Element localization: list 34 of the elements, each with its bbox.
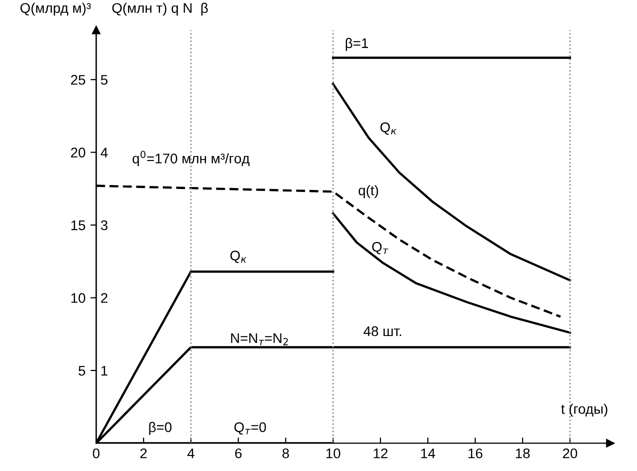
x-tick-label: 12	[374, 448, 388, 458]
y2-tick-label: 5	[100, 75, 108, 85]
x-tick-label: 0	[92, 448, 100, 458]
y2-tick-label: 4	[100, 148, 108, 158]
y-axis-title: Q(млрд м)³	[20, 2, 91, 16]
y-tick-label: 25	[71, 74, 86, 85]
y-tick-label: 10	[71, 293, 86, 303]
x-tick-label: 20	[562, 448, 578, 458]
annotation: Q$_{к}$	[230, 250, 246, 263]
x-tick-label: 8	[282, 448, 289, 458]
annotation: β=1	[346, 38, 368, 51]
x-tick-label: 16	[468, 448, 482, 458]
y-tick-label: 5	[78, 366, 86, 376]
x-tick-label: 6	[235, 448, 242, 458]
annotation: 48 шт.	[364, 326, 402, 336]
y-tick-label: 20	[71, 148, 86, 158]
y-tick-label: 15	[71, 220, 86, 230]
y2-tick-label: 3	[100, 220, 108, 230]
x-axis-title: t (годы)	[561, 404, 608, 417]
annotation: Q$_{к}$	[380, 122, 396, 135]
annotation: q$^{0}$=170 млн м³/год	[132, 150, 250, 166]
x-tick-label: 14	[421, 448, 436, 458]
annotation: N=N$_{т}$=N$_{2}$	[231, 333, 288, 346]
y2-axis-title: Q(млн т) q N β	[112, 2, 208, 16]
y2-tick-label: 1	[101, 366, 108, 376]
x-tick-label: 4	[187, 448, 194, 458]
x-tick-label: 10	[326, 448, 340, 458]
x-tick-label: 18	[516, 448, 530, 458]
annotation: β=0	[149, 422, 172, 435]
annotation: Q$_{т}$	[372, 242, 388, 254]
annotation: q(t)	[358, 185, 378, 198]
annotation: Q$_{т}$=0	[234, 422, 266, 435]
y2-tick-label: 2	[101, 293, 108, 303]
x-tick-label: 2	[140, 448, 147, 458]
